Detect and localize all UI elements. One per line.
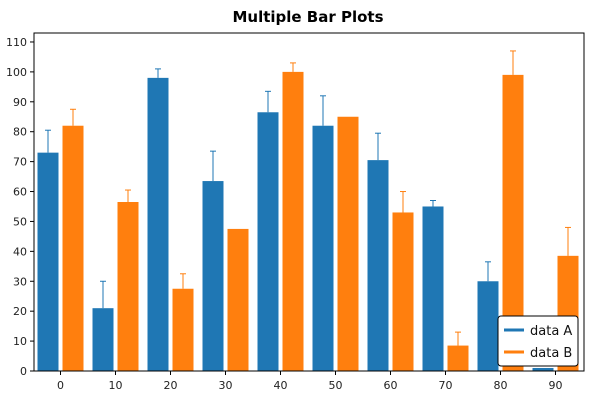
- y-tick-label: 20: [13, 305, 27, 318]
- x-tick-label: 10: [109, 379, 123, 392]
- bar-a-80: [477, 281, 499, 371]
- x-axis: 0 10 20 30 40 50 60 70 80 90: [57, 371, 563, 392]
- bars-layer: [37, 71, 579, 372]
- error-bars-layer: [45, 50, 571, 346]
- bar-b-10: [117, 202, 139, 371]
- x-tick-label: 70: [439, 379, 453, 392]
- plot-frame: [33, 32, 585, 372]
- bar-a-60: [367, 160, 389, 371]
- bar-a-20: [147, 77, 169, 372]
- x-tick-label: 80: [494, 379, 508, 392]
- x-tick-label: 20: [164, 379, 178, 392]
- y-tick-label: 50: [13, 215, 27, 228]
- x-tick-label: 0: [57, 379, 64, 392]
- bar-b-70: [447, 345, 469, 371]
- x-tick-label: 40: [274, 379, 288, 392]
- x-tick-label: 50: [329, 379, 343, 392]
- x-tick-label: 90: [549, 379, 563, 392]
- bar-b-80: [502, 74, 524, 372]
- legend-label-b: data B: [530, 346, 572, 361]
- bar-a-0: [37, 152, 59, 371]
- bar-b-50: [337, 116, 359, 371]
- chart-title: Multiple Bar Plots: [232, 8, 383, 26]
- bar-b-0: [62, 125, 84, 371]
- y-tick-label: 80: [13, 126, 27, 139]
- y-tick-label: 60: [13, 186, 27, 199]
- y-tick-label: 0: [20, 365, 27, 378]
- bar-a-10: [92, 308, 114, 371]
- bar-a-90: [532, 368, 554, 371]
- y-tick-label: 30: [13, 275, 27, 288]
- y-tick-label: 110: [6, 36, 27, 49]
- bar-b-20: [172, 288, 194, 371]
- legend-label-a: data A: [530, 324, 572, 339]
- bar-b-40: [282, 71, 304, 372]
- x-tick-label: 60: [384, 379, 398, 392]
- y-tick-label: 90: [13, 96, 27, 109]
- bar-b-60: [392, 212, 414, 371]
- y-tick-label: 70: [13, 156, 27, 169]
- bar-a-70: [422, 206, 444, 371]
- y-axis: 0 10 20 30 40 50 60 70 80 90 100 110: [6, 36, 34, 378]
- bar-b-30: [227, 228, 249, 371]
- legend: data A data B: [497, 315, 579, 367]
- bar-a-30: [202, 181, 224, 371]
- y-tick-label: 10: [13, 335, 27, 348]
- x-tick-label: 30: [219, 379, 233, 392]
- bar-a-40: [257, 112, 279, 371]
- y-tick-label: 100: [6, 66, 27, 79]
- bar-a-50: [312, 125, 334, 371]
- y-tick-label: 40: [13, 245, 27, 258]
